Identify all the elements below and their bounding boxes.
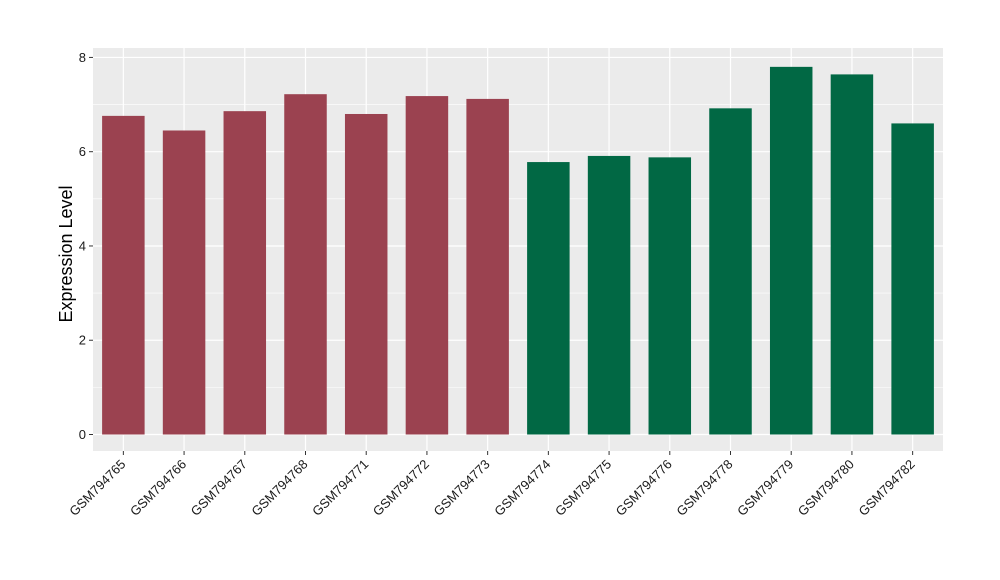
y-tick-label: 0 xyxy=(79,427,86,442)
y-tick-label: 4 xyxy=(79,238,86,253)
bar-gsm794773 xyxy=(466,98,509,435)
x-tick-label: GSM794772 xyxy=(370,457,432,519)
bar-gsm794780 xyxy=(830,74,874,435)
bar-gsm794778 xyxy=(709,108,752,435)
bars xyxy=(102,66,934,435)
x-tick-label: GSM794775 xyxy=(552,457,614,519)
x-tick-label: GSM794776 xyxy=(613,457,675,519)
bar-gsm794774 xyxy=(527,162,570,435)
x-tick-label: GSM794767 xyxy=(188,457,250,519)
x-tick-label: GSM794765 xyxy=(66,457,128,519)
x-tick-label: GSM794778 xyxy=(673,457,735,519)
x-tick-label: GSM794779 xyxy=(734,457,796,519)
x-tick-label: GSM794782 xyxy=(856,457,918,519)
y-tick-label: 6 xyxy=(79,144,86,159)
bar-gsm794766 xyxy=(162,130,206,435)
bar-gsm794779 xyxy=(769,66,813,435)
y-axis-title: Expression Level xyxy=(56,185,76,322)
bar-gsm794765 xyxy=(102,115,145,435)
bar-gsm794768 xyxy=(284,94,327,435)
y-tick-label: 2 xyxy=(79,333,86,348)
bar-gsm794772 xyxy=(405,96,449,435)
x-tick-label: GSM794780 xyxy=(795,457,857,519)
x-tick-label: GSM794771 xyxy=(309,457,371,519)
bar-gsm794771 xyxy=(344,113,388,435)
x-axis: GSM794765GSM794766GSM794767GSM794768GSM7… xyxy=(66,451,918,519)
bar-gsm794767 xyxy=(223,111,267,435)
x-tick-label: GSM794773 xyxy=(431,457,493,519)
x-tick-label: GSM794766 xyxy=(127,457,189,519)
y-axis: 0 2 4 6 8 xyxy=(79,50,93,442)
x-tick-label: GSM794768 xyxy=(248,457,310,519)
bar-gsm794776 xyxy=(648,157,692,435)
y-tick-label: 8 xyxy=(79,50,86,65)
bar-gsm794782 xyxy=(891,123,934,435)
bar-gsm794775 xyxy=(587,155,631,435)
x-tick-label: GSM794774 xyxy=(491,457,553,519)
plot-panel xyxy=(93,48,943,451)
